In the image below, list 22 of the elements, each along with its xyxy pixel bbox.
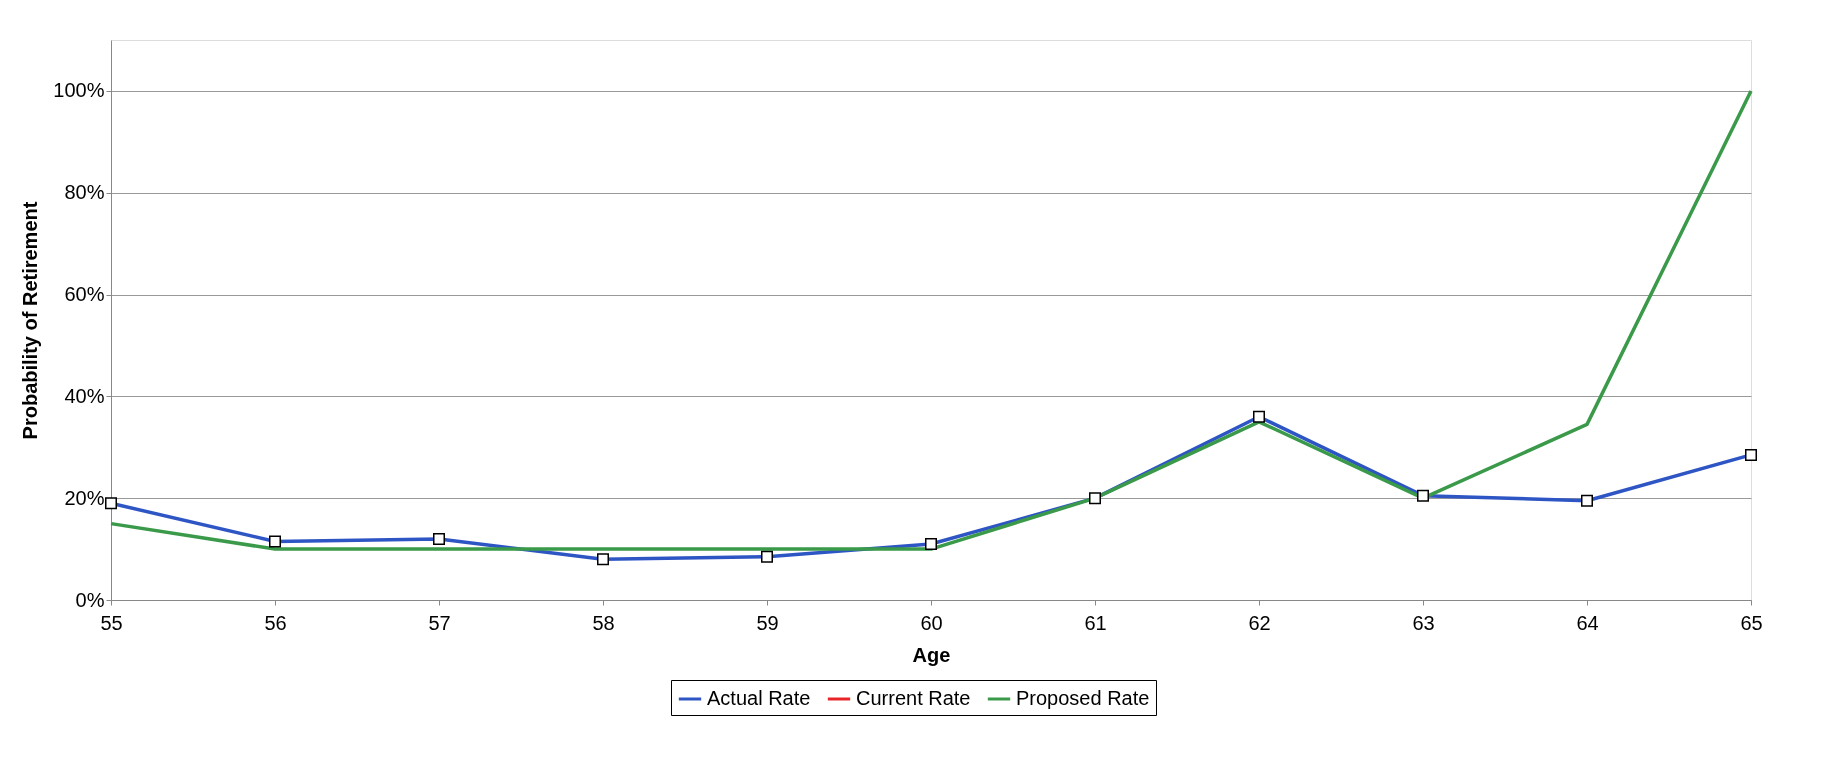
- x-tick-label: 59: [756, 611, 779, 634]
- x-tick-label: 62: [1248, 611, 1271, 634]
- y-tick-label: 100%: [53, 79, 105, 102]
- x-tick-label: 64: [1576, 611, 1599, 634]
- y-tick-label: 40%: [64, 384, 105, 407]
- x-tick-label: 60: [920, 611, 943, 634]
- x-tick-label: 61: [1084, 611, 1107, 634]
- x-tick-label: 57: [428, 611, 451, 634]
- y-tick-label: 80%: [64, 181, 105, 204]
- y-tick-label: 60%: [64, 283, 105, 306]
- x-tick-label: 65: [1740, 611, 1763, 634]
- x-tick-label: 63: [1412, 611, 1435, 634]
- y-axis-title: Probability of Retirement: [19, 201, 42, 440]
- x-axis-title: Age: [912, 643, 951, 666]
- y-tick-label: 0%: [75, 588, 105, 611]
- y-tick-label: 20%: [64, 486, 105, 509]
- legend-label: Current Rate: [856, 687, 971, 709]
- legend-label: Actual Rate: [707, 687, 811, 709]
- legend-label: Proposed Rate: [1016, 687, 1150, 709]
- x-tick-label: 58: [592, 611, 615, 634]
- x-tick-label: 55: [100, 611, 123, 634]
- x-tick-label: 56: [264, 611, 287, 634]
